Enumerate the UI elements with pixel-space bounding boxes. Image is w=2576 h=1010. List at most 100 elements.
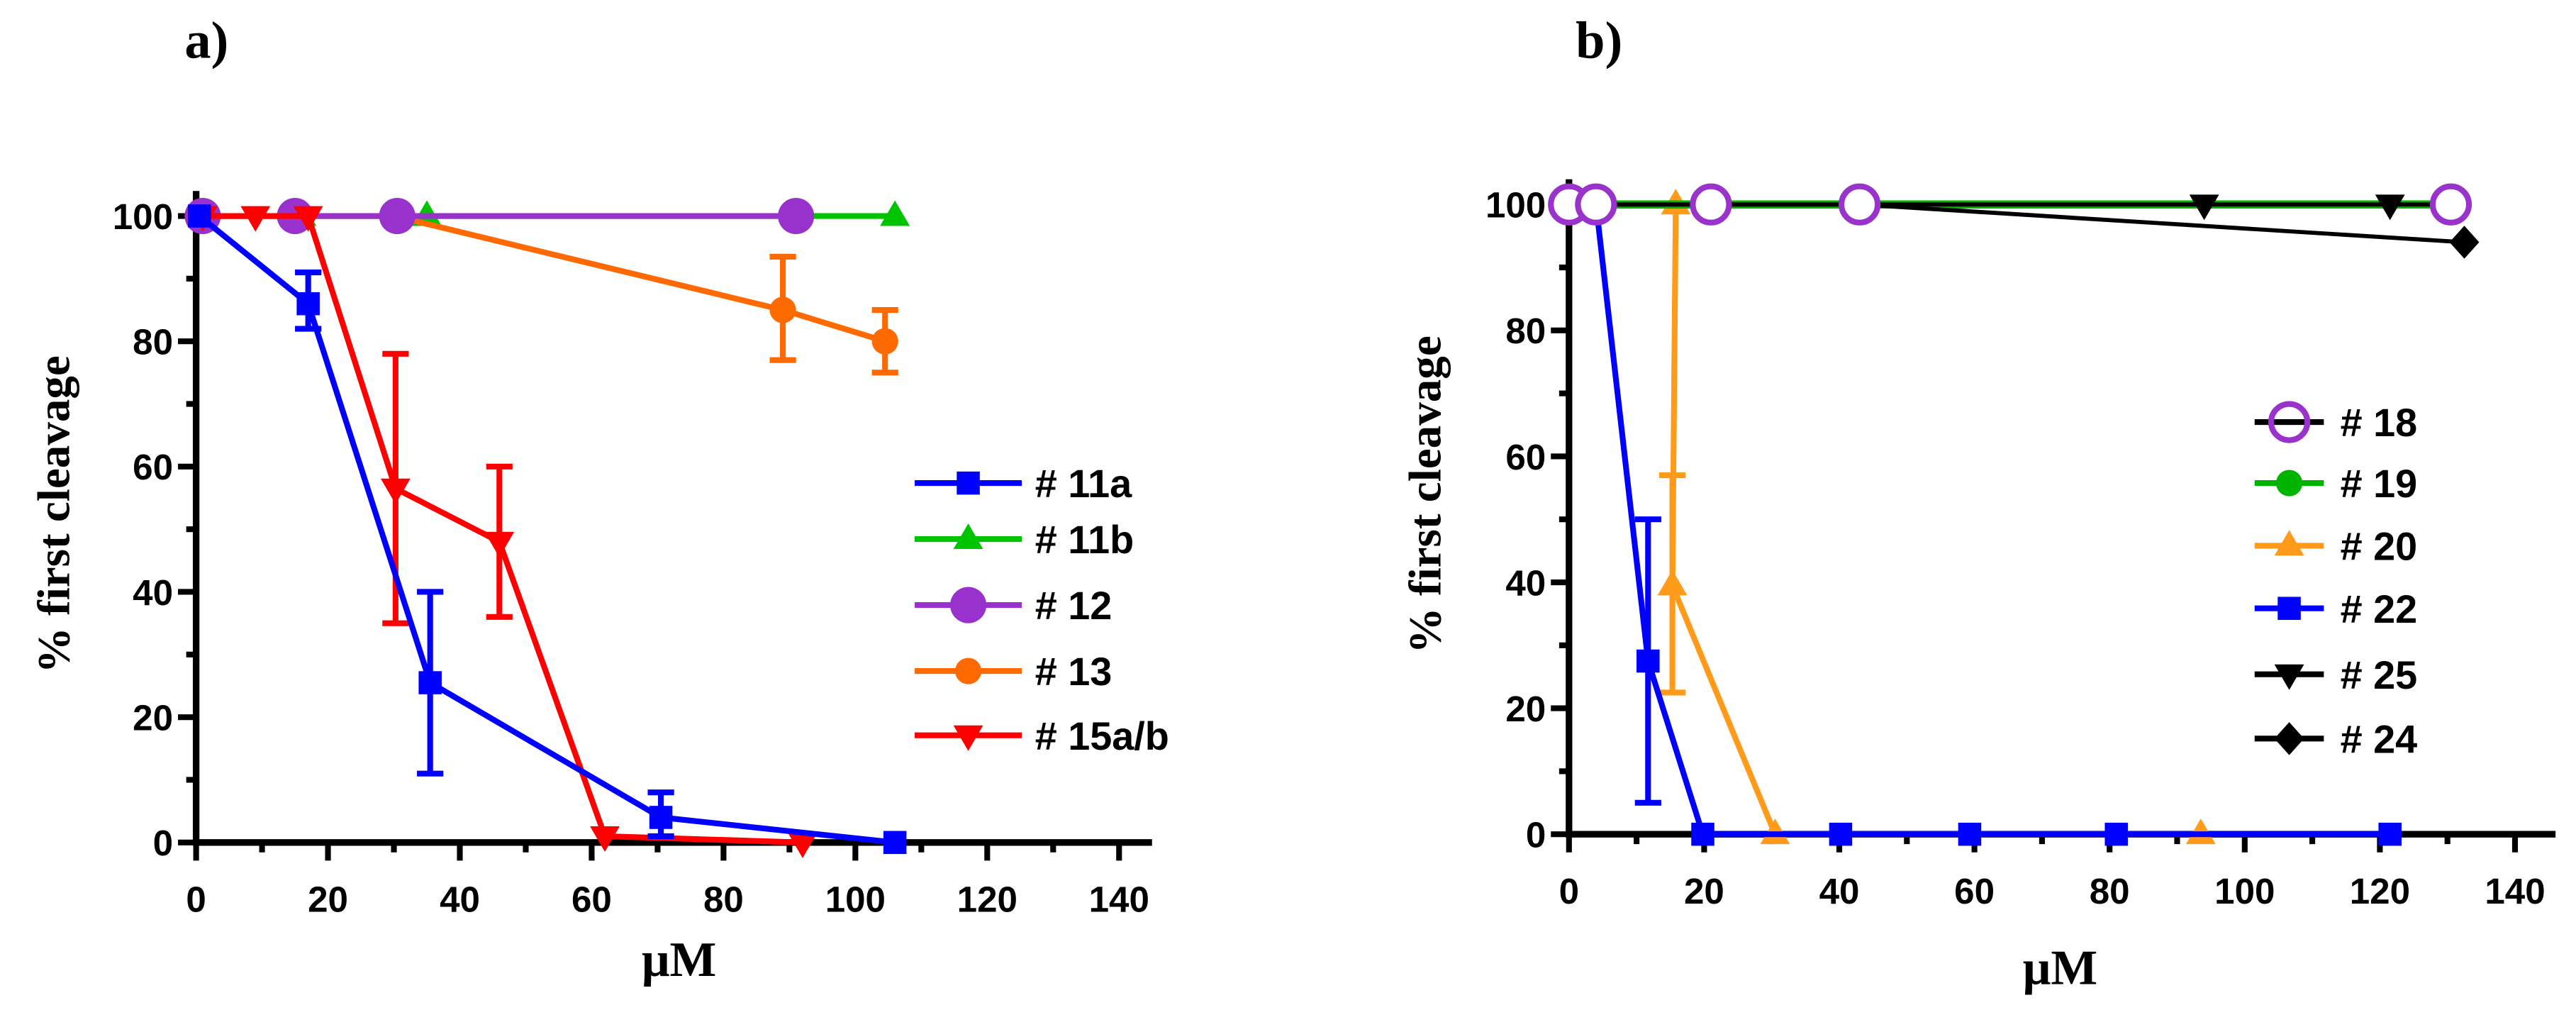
- series-24-marker: [2449, 226, 2480, 259]
- series-22-marker: [1958, 822, 1982, 846]
- x-tick-label: 100: [825, 879, 886, 919]
- y-tick-label: 60: [133, 447, 173, 487]
- legend-marker-19: [2275, 470, 2303, 496]
- x-tick-label: 120: [957, 879, 1017, 919]
- legend-label-12: # 12: [1035, 584, 1113, 628]
- series-13-marker: [769, 296, 796, 323]
- y-tick-label: 80: [1505, 311, 1546, 351]
- chart-panel-a: a) 0 20 40 60 80 100 120 140 0 20 40 60 80 100 % first …: [29, 11, 1169, 987]
- x-tick-label: 0: [186, 879, 206, 919]
- x-tick-label: 40: [440, 879, 480, 919]
- axes: 0 20 40 60 80 100 120 140 0 20 40 60 80 100: [113, 191, 1152, 919]
- x-tick-label: 100: [2214, 871, 2275, 911]
- series-22: [1584, 192, 2402, 846]
- series-18-marker: [1690, 183, 1732, 226]
- series-15a-b-marker: [788, 832, 818, 858]
- x-tick-label: 60: [571, 879, 612, 919]
- legend-label-13: # 13: [1035, 650, 1113, 694]
- legend-label-20: # 20: [2341, 524, 2418, 568]
- legend-entry-13: # 13: [915, 650, 1112, 694]
- legend-label-24: # 24: [2341, 717, 2418, 761]
- legend-entry-20: # 20: [2254, 524, 2418, 568]
- x-tick-label: 140: [2485, 871, 2545, 911]
- legend-label-25: # 25: [2341, 653, 2418, 697]
- legend-marker-18: [2268, 401, 2311, 443]
- y-tick-label: 40: [133, 572, 173, 613]
- x-tick-label: 60: [1954, 871, 1995, 911]
- y-tick-label: 80: [133, 322, 173, 362]
- series-20-marker: [1657, 570, 1688, 596]
- legend-marker-11a: [957, 471, 980, 495]
- y-tick-label: 0: [153, 823, 173, 863]
- series-15a-b-marker: [293, 206, 323, 232]
- series-15a-b-marker: [484, 531, 515, 557]
- series-11a: [187, 204, 907, 855]
- y-axis-label: % first cleavage: [29, 355, 80, 673]
- legend-marker-11b: [953, 523, 983, 550]
- legend-entry-15a-b: # 15a/b: [915, 714, 1169, 758]
- y-tick-label: 20: [133, 698, 173, 738]
- series-22-marker: [1829, 822, 1853, 846]
- y-tick-label: 100: [1485, 185, 1546, 226]
- series-18: [1548, 183, 2472, 226]
- x-tick-label: 20: [1684, 871, 1724, 911]
- series-11a-marker: [187, 204, 211, 228]
- legend-entry-25: # 25: [2254, 653, 2418, 697]
- series-18-marker: [1575, 183, 1617, 226]
- chart-panel-b: b) 0 20 40 60 80 100 120 140 0 20 40 60 80 100 % first …: [1400, 11, 2556, 996]
- x-tick-label: 80: [2090, 871, 2130, 911]
- legend-label-18: # 18: [2341, 401, 2418, 445]
- legend: # 11a # 11b # 12 # 13 # 15a/b: [915, 462, 1169, 758]
- legend-entry-12: # 12: [915, 584, 1112, 628]
- legend-entry-19: # 19: [2254, 462, 2418, 506]
- x-tick-label: 40: [1819, 871, 1860, 911]
- legend-marker-25: [2274, 664, 2304, 690]
- x-axis-label: μM: [642, 933, 716, 987]
- x-axis-label: μM: [2023, 941, 2097, 996]
- series-15a-b-marker: [380, 478, 411, 504]
- series-12-marker: [379, 197, 416, 235]
- series-11a-marker: [883, 831, 907, 855]
- series-22-marker: [2104, 822, 2129, 846]
- legend-marker-12: [950, 587, 987, 623]
- panel-label: b): [1576, 11, 1622, 70]
- legend-marker-20: [2274, 530, 2304, 556]
- legend-marker-22: [2277, 596, 2301, 621]
- series-15a-b-marker: [590, 826, 620, 853]
- plot-area: [1548, 183, 2480, 846]
- series-22-marker: [2378, 822, 2402, 846]
- series-11a-marker: [418, 671, 442, 694]
- legend-marker-15a-b: [953, 725, 983, 751]
- legend-label-19: # 19: [2341, 462, 2418, 506]
- y-axis-label: % first cleavage: [1400, 335, 1451, 653]
- legend-entry-11a: # 11a: [915, 462, 1132, 506]
- x-tick-label: 20: [308, 879, 348, 919]
- series-15a-b-marker: [240, 206, 271, 232]
- series-25-marker: [2189, 194, 2219, 221]
- legend-entry-22: # 22: [2254, 587, 2417, 631]
- series-18-marker: [1838, 183, 1881, 226]
- x-tick-label: 80: [703, 879, 744, 919]
- legend-label-15a-b: # 15a/b: [1035, 714, 1169, 758]
- series-11a-marker: [296, 292, 320, 316]
- y-tick-label: 40: [1505, 562, 1546, 603]
- series-18-marker: [2429, 183, 2472, 226]
- series-11b-marker: [880, 200, 910, 226]
- legend: # 18 # 19 # 20 # 22 # 25 # 24: [2254, 401, 2418, 761]
- panel-label: a): [184, 11, 228, 70]
- x-tick-label: 140: [1089, 879, 1149, 919]
- series-11a-marker: [649, 806, 673, 829]
- y-tick-label: 20: [1505, 689, 1546, 729]
- legend-marker-13: [954, 657, 982, 684]
- x-tick-label: 120: [2350, 871, 2410, 911]
- series-22-marker: [1691, 822, 1714, 846]
- series-12-marker: [778, 197, 815, 235]
- axes: 0 20 40 60 80 100 120 140 0 20 40 60 80 100: [1485, 179, 2556, 911]
- legend-label-11b: # 11b: [1035, 518, 1134, 562]
- series-13-marker: [871, 328, 898, 355]
- x-tick-label: 0: [1559, 871, 1579, 911]
- legend-label-11a: # 11a: [1035, 462, 1132, 506]
- y-tick-label: 60: [1505, 437, 1546, 477]
